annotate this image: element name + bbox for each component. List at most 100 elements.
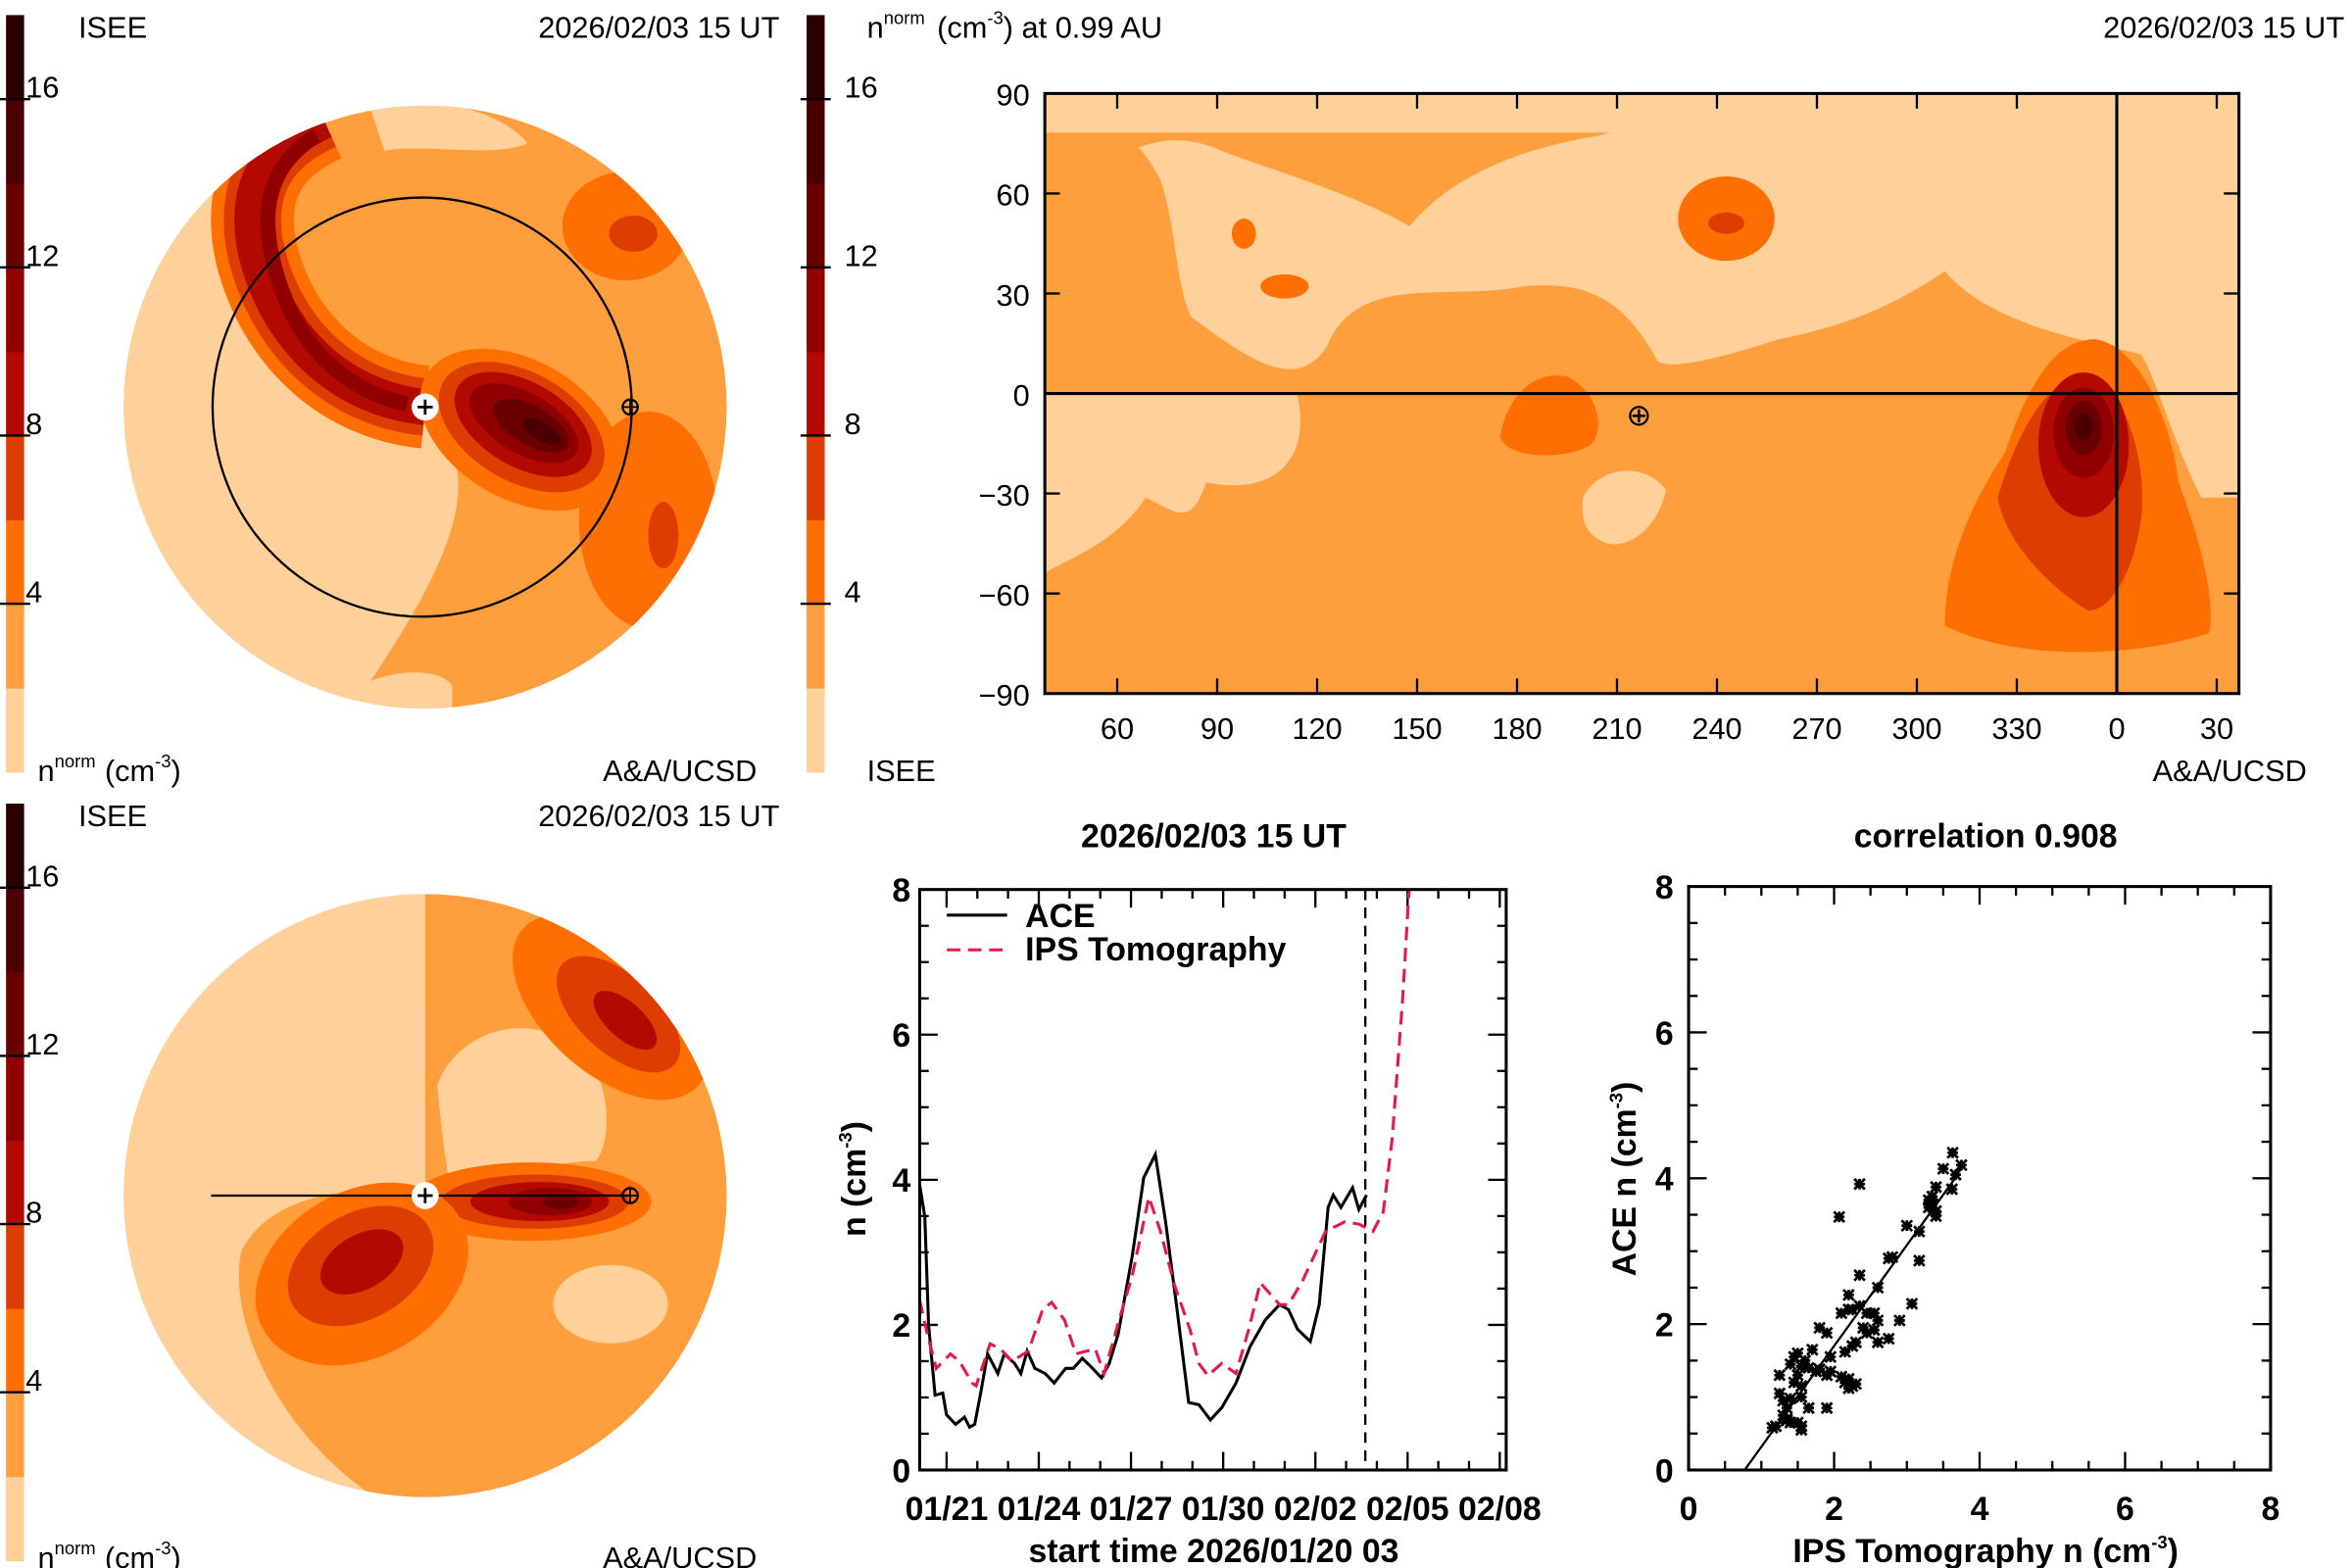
x-tick-label: 4 (1971, 1491, 1989, 1528)
scatter-point (1766, 1421, 1779, 1435)
colorbar-level (6, 1224, 24, 1309)
scatter-point (1833, 1210, 1846, 1224)
scatter-point (1849, 1377, 1863, 1391)
lat-tick-label: 90 (997, 78, 1030, 113)
chart-title: 2026/02/03 15 UT (1081, 818, 1347, 856)
scatter-point (1892, 1314, 1906, 1327)
earth-icon: ⊕ (1626, 398, 1651, 432)
scatter-point (1853, 1177, 1866, 1191)
scatter-point (1802, 1401, 1815, 1415)
colorbar-left-bottom: 4 8 12 16 (0, 804, 59, 1562)
y-tick-label: 4 (892, 1162, 910, 1200)
earth-icon (621, 398, 639, 416)
panel-ecliptic-view: 4 8 12 16 ISEE 2026/02/03 15 UT (0, 10, 780, 788)
scatter-point (1842, 1302, 1855, 1316)
x-tick-label: 8 (2262, 1491, 2280, 1528)
scatter-point (1905, 1297, 1919, 1310)
legend: ACE IPS Tomography (947, 898, 1287, 968)
plot-frame (917, 888, 1508, 1472)
x-tick-label: 01/21 (906, 1491, 989, 1528)
scatter-point (1835, 1370, 1848, 1384)
lat-tick-label: 60 (997, 178, 1030, 213)
colorbar-level (6, 99, 24, 184)
scatter-point (1886, 1250, 1899, 1264)
time-series-axes: 0 2 4 6 8 01/21 01/24 01/27 01/30 02/02 02/05 02/08 (892, 872, 1541, 1528)
scatter-point (1773, 1368, 1787, 1382)
colorbar-level (807, 351, 825, 437)
colorbar-tick-label: 8 (845, 407, 861, 441)
colorbar-level (6, 604, 24, 689)
sun-icon (412, 393, 439, 421)
y-axis-label: n (cm-3) (835, 1121, 873, 1237)
scatter-point (1777, 1394, 1789, 1407)
chart-title: correlation 0.908 (1854, 818, 2118, 856)
colorbar-level (6, 1476, 24, 1562)
scatter-point (1784, 1357, 1797, 1371)
scatter-point (1780, 1414, 1793, 1427)
colorbar-level (807, 183, 825, 269)
colorbar-tick-label: 4 (25, 1363, 42, 1397)
colorbar-middle: 4 8 12 16 (800, 15, 878, 773)
scatter-point (1882, 1332, 1895, 1346)
scatter-point (1913, 1254, 1926, 1267)
lon-tick-label: 210 (1592, 711, 1642, 746)
scatter-point (1794, 1359, 1808, 1373)
colorbar-level (807, 267, 825, 353)
scatter-point (1868, 1306, 1881, 1320)
unit-label: nnorm (cm-3) (37, 751, 180, 788)
colorbar-level (807, 99, 825, 184)
y-tick-label: 0 (892, 1452, 910, 1490)
y-tick-label: 4 (1655, 1161, 1674, 1199)
lon-tick-label: 30 (2200, 711, 2233, 746)
scatter-point (1860, 1306, 1874, 1320)
scatter-point (1900, 1219, 1914, 1233)
x-tick-label: 02/08 (1458, 1491, 1542, 1528)
scatter-point (1813, 1321, 1827, 1335)
date-label: 2026/02/03 15 UT (2103, 10, 2344, 44)
x-tick-label: 6 (2116, 1491, 2134, 1528)
scatter-point (1794, 1423, 1808, 1437)
colorbar-tick-label: 8 (25, 407, 42, 441)
y-tick-label: 6 (892, 1017, 910, 1054)
scatter-point (1794, 1391, 1808, 1403)
y-tick-label: 0 (1655, 1452, 1674, 1490)
panel-meridional-view: 4 8 12 16 ISEE 2026/02/03 15 UT (0, 799, 780, 1568)
scatter-point (1820, 1401, 1834, 1415)
scatter-point (1936, 1162, 1950, 1175)
scatter-point (1820, 1368, 1834, 1382)
lat-tick-label: −60 (979, 578, 1030, 612)
scatter-point (1842, 1382, 1855, 1396)
x-tick-label: 02/02 (1274, 1491, 1357, 1528)
scatter-points (1766, 1146, 1968, 1437)
colorbar-level (6, 351, 24, 437)
colorbar-tick-label: 12 (25, 238, 59, 272)
date-label: 2026/02/03 15 UT (538, 10, 779, 44)
colorbar-level (6, 804, 24, 889)
scatter-point (1820, 1326, 1834, 1340)
x-axis-label: start time 2026/01/20 03 (1028, 1533, 1398, 1568)
scatter-point (1788, 1350, 1801, 1364)
x-axis-label: IPS Tomography n (cm-3) (1792, 1532, 2179, 1568)
org-label: ISEE (78, 10, 147, 44)
lon-tick-label: 270 (1791, 711, 1841, 746)
x-tick-label: 0 (1680, 1491, 1698, 1528)
scatter-point (1798, 1354, 1812, 1367)
scatter-point (1949, 1168, 1962, 1181)
colorbar-tick-label: 12 (25, 1027, 59, 1061)
scatter-point (1871, 1314, 1885, 1327)
colorbar-level (6, 1307, 24, 1394)
date-label: 2026/02/03 15 UT (538, 799, 779, 833)
colorbar-level (807, 519, 825, 605)
scatter-point (1853, 1268, 1866, 1282)
scatter-point (1813, 1362, 1827, 1376)
regression-line (1743, 1173, 1959, 1471)
colorbar-level (6, 1140, 24, 1225)
lon-tick-label: 120 (1292, 711, 1342, 746)
scatter-point (1946, 1146, 1959, 1159)
lon-tick-label: 60 (1101, 711, 1134, 746)
colorbar-tick-label: 8 (25, 1196, 42, 1230)
correlation-scatter-chart: correlation 0.908 0 2 4 6 8 0 2 4 6 8 IPS Tomogra… (1605, 818, 2279, 1568)
y-tick-label: 6 (1655, 1015, 1674, 1053)
